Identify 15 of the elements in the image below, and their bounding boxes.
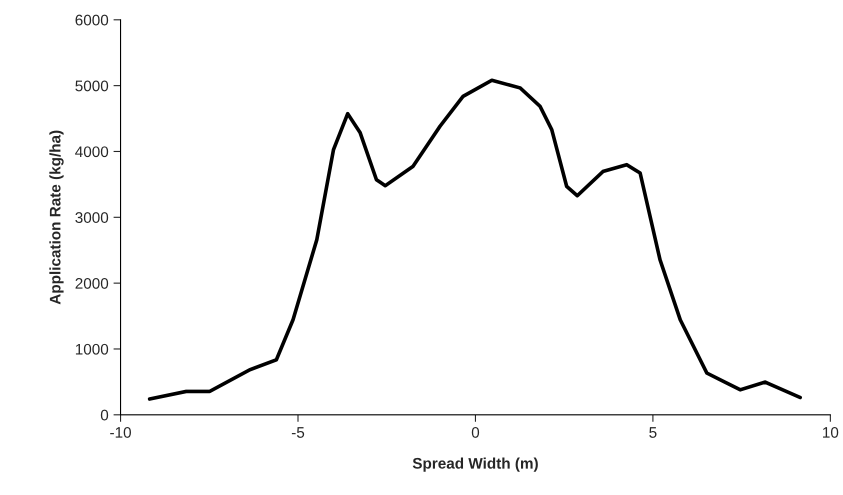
y-tick-label: 6000: [76, 14, 108, 26]
y-axis-title: Application Rate (kg/ha): [49, 130, 64, 304]
x-tick-label: 5: [649, 427, 657, 438]
x-tick-label: 10: [823, 427, 838, 438]
y-tick-label: 0: [100, 410, 108, 420]
x-tick-label: -10: [110, 427, 131, 438]
y-tick-label: 2000: [76, 278, 108, 289]
x-tick-label: -5: [292, 427, 304, 438]
x-tick-label: 0: [472, 427, 480, 438]
y-tick-label: 4000: [75, 146, 108, 158]
y-tick-label: 1000: [76, 344, 108, 355]
y-tick-label: 3000: [75, 212, 108, 223]
line-series: [148, 78, 802, 401]
y-tick-label: 5000: [75, 80, 108, 92]
x-axis-title: Spread Width (m): [412, 458, 538, 472]
